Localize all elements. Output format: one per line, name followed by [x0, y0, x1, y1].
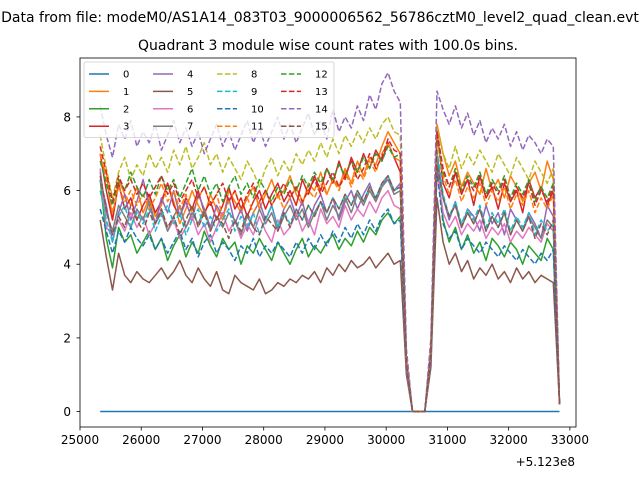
legend-label-11: 11 [251, 122, 264, 133]
legend-label-4: 4 [187, 70, 193, 81]
legend-label-9: 9 [251, 87, 257, 98]
legend-label-14: 14 [315, 104, 328, 115]
series-line-12 [99, 134, 561, 413]
axes-layer: 25000 26000 27000 28000 29000 30000 31000 32000… [61, 110, 589, 447]
legend-label-13: 13 [315, 87, 328, 98]
series-line-15 [99, 164, 561, 413]
x-tick-label: 30000 [367, 433, 405, 447]
legend-label-6: 6 [187, 104, 193, 115]
x-offset-label: +5.123e8 [516, 455, 575, 469]
legend-box [83, 61, 335, 138]
series-line-9 [99, 149, 561, 413]
chart-title: Quadrant 3 module wise count rates with … [138, 38, 518, 54]
y-tick-label: 6 [63, 184, 71, 198]
plot-frame [79, 57, 577, 428]
series-line-11 [99, 138, 561, 413]
x-tick-label: 28000 [245, 433, 283, 447]
x-tick-label: 32000 [490, 433, 528, 447]
y-tick-label: 2 [63, 331, 71, 345]
legend-label-12: 12 [315, 70, 328, 81]
legend-label-0: 0 [123, 70, 129, 81]
series-line-5 [99, 197, 561, 413]
legend-label-3: 3 [123, 122, 129, 133]
legend-label-1: 1 [123, 87, 129, 98]
x-tick-label: 31000 [428, 433, 466, 447]
y-tick-label: 0 [63, 405, 71, 419]
series-layer [99, 71, 561, 413]
legend-label-7: 7 [187, 122, 193, 133]
series-line-10 [99, 171, 561, 413]
y-tick-label: 8 [63, 110, 71, 124]
legend-label-8: 8 [251, 70, 257, 81]
x-tick-label: 26000 [122, 433, 160, 447]
y-tick-label: 4 [63, 258, 71, 272]
x-tick-label: 27000 [183, 433, 221, 447]
x-tick-label: 25000 [61, 433, 99, 447]
series-line-8 [99, 116, 561, 413]
legend-label-15: 15 [315, 122, 328, 133]
legend-label-10: 10 [251, 104, 264, 115]
legend-label-5: 5 [187, 87, 193, 98]
series-line-6 [99, 167, 561, 413]
x-tick-label: 29000 [306, 433, 344, 447]
chart-suptitle: Data from file: modeM0/AS1A14_083T03_900… [1, 10, 639, 26]
x-tick-label: 33000 [551, 433, 589, 447]
series-line-13 [99, 130, 561, 413]
legend-label-2: 2 [123, 104, 129, 115]
